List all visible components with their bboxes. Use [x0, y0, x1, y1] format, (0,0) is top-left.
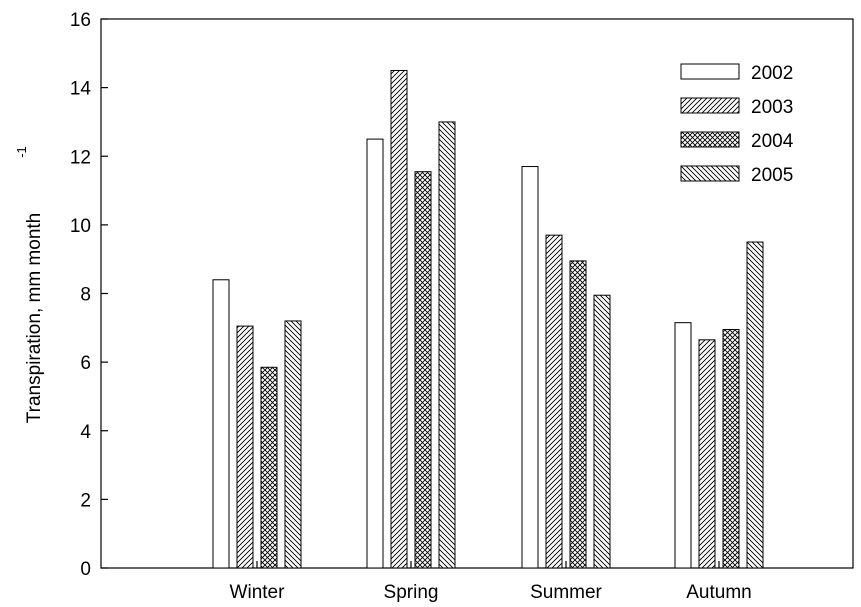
bar-2005-spring	[438, 121, 456, 569]
x-tick-label-spring: Spring	[384, 582, 439, 603]
y-tick-label: 16	[70, 10, 91, 31]
legend-label-2002: 2002	[751, 63, 793, 84]
y-tick-label: 10	[70, 216, 91, 237]
y-axis-title: Transpiration, mm month	[24, 213, 45, 423]
y-tick-label: 14	[70, 79, 92, 100]
x-tick-label-autumn: Autumn	[686, 582, 751, 603]
legend-label-2005: 2005	[751, 165, 793, 186]
bar-2003-winter	[236, 325, 254, 569]
legend-swatch-2002	[680, 63, 740, 80]
bar-2002-spring	[366, 138, 384, 569]
bar-2005-autumn	[746, 241, 764, 569]
bars	[212, 69, 764, 569]
x-tick-label-winter: Winter	[230, 582, 286, 603]
bar-2004-spring	[414, 171, 432, 569]
y-tick-label: 4	[80, 422, 91, 443]
legend-swatch-2004	[680, 131, 740, 148]
x-tick-label-summer: Summer	[530, 582, 602, 603]
bar-2004-winter	[260, 366, 278, 569]
y-tick-label: 0	[80, 559, 91, 580]
bar-2003-summer	[545, 234, 563, 569]
legend-label-2004: 2004	[751, 131, 794, 152]
bar-2002-winter	[212, 279, 230, 569]
bar-2003-spring	[390, 69, 408, 569]
legend-label-2003: 2003	[751, 97, 793, 118]
y-tick-label: 6	[80, 353, 91, 374]
y-tick-label: 12	[70, 147, 91, 168]
bar-2003-autumn	[698, 339, 716, 569]
legend-swatch-2005	[680, 165, 740, 182]
y-axis-title-superscript: -1	[14, 146, 29, 158]
bar-2004-summer	[569, 260, 587, 569]
bar-2005-summer	[593, 294, 611, 569]
category-labels: Winter Spring Summer Autumn	[230, 561, 752, 603]
y-tick-label: 2	[80, 490, 91, 511]
y-axis-label: Transpiration, mm month -1	[14, 146, 45, 423]
bar-2004-autumn	[722, 329, 740, 569]
bar-2002-summer	[521, 166, 539, 569]
legend-swatch-2003	[680, 97, 740, 114]
bar-2002-autumn	[674, 322, 692, 569]
bar-2005-winter	[284, 320, 302, 569]
y-ticks: 0 2 4 6 8 10 12 14 16	[70, 10, 108, 580]
y-tick-label: 8	[80, 285, 91, 306]
legend: 2002 2003 2004 2005	[680, 63, 794, 186]
